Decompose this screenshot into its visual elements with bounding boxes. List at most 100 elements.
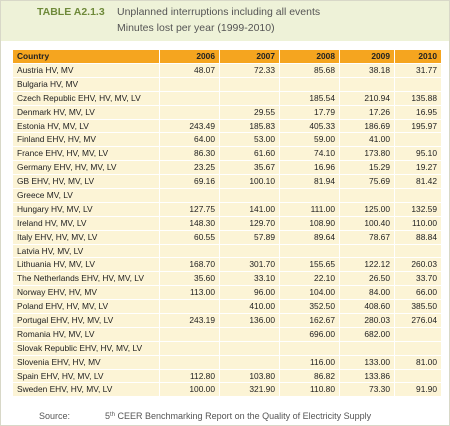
value-cell: 95.10 (394, 146, 442, 162)
country-cell: Denmark HV, MV, LV (12, 104, 160, 120)
value-cell: 85.68 (279, 63, 340, 78)
value-cell: 17.26 (339, 104, 395, 120)
value-cell: 132.59 (394, 201, 442, 217)
table-row: Bulgaria HV, MV (12, 76, 442, 92)
value-cell: 185.83 (219, 118, 280, 134)
country-cell: Greece MV, LV (12, 188, 160, 203)
value-cell: 133.86 (339, 368, 395, 384)
value-cell: 53.00 (219, 132, 280, 148)
table-row: Lithuania HV, MV, LV 168.70 301.70 155.65 12… (12, 257, 442, 273)
value-cell: 135.88 (394, 90, 442, 106)
value-cell: 127.75 (159, 201, 220, 217)
value-cell: 86.82 (279, 368, 340, 384)
table-row: Portugal EHV, HV, MV, LV 243.19 136.00 162.… (12, 313, 442, 328)
country-cell: Slovenia EHV, HV, MV (12, 354, 160, 370)
value-cell (279, 340, 340, 356)
value-cell: 103.80 (219, 368, 280, 384)
table-row: Estonia HV, MV, LV 243.49 185.83 405.33 186.… (12, 118, 442, 134)
value-cell: 23.25 (159, 160, 220, 176)
data-table: Country 2006 2007 2008 2009 2010 Austria HV, … (12, 49, 442, 398)
country-cell: Czech Republic EHV, HV, MV, LV (12, 90, 160, 106)
value-cell: 100.10 (219, 174, 280, 190)
value-cell: 81.94 (279, 174, 340, 190)
value-cell (394, 188, 442, 203)
value-cell (159, 90, 220, 106)
value-cell: 22.10 (279, 271, 340, 287)
value-cell: 31.77 (394, 63, 442, 78)
column-header: Country (12, 49, 160, 64)
value-cell: 110.80 (279, 382, 340, 398)
value-cell: 17.79 (279, 104, 340, 120)
value-cell (159, 188, 220, 203)
value-cell (279, 76, 340, 92)
value-cell: 210.94 (339, 90, 395, 106)
table-row: France EHV, HV, MV, LV 86.30 61.60 74.10 173… (12, 146, 442, 162)
value-cell: 352.50 (279, 299, 340, 315)
value-cell (159, 354, 220, 370)
table-row: Hungary HV, MV, LV 127.75 141.00 111.00 125.… (12, 201, 442, 217)
value-cell: 162.67 (279, 313, 340, 328)
value-cell: 33.70 (394, 271, 442, 287)
value-cell: 59.00 (279, 132, 340, 148)
country-cell: GB EHV, HV, MV, LV (12, 174, 160, 190)
source-title: CEER Benchmarking Report on the Quality … (115, 411, 372, 421)
value-cell: 84.00 (339, 285, 395, 301)
table-row: Norway EHV, HV, MV 113.00 96.00 104.00 84.00… (12, 285, 442, 301)
value-cell: 96.00 (219, 285, 280, 301)
table-row: Sweden EHV, HV, MV, LV 100.00 321.90 110.80… (12, 382, 442, 398)
table-row: Greece MV, LV (12, 188, 442, 203)
value-cell: 243.49 (159, 118, 220, 134)
value-cell: 74.10 (279, 146, 340, 162)
value-cell: 410.00 (219, 299, 280, 315)
value-cell: 141.00 (219, 201, 280, 217)
table-row: GB EHV, HV, MV, LV 69.16 100.10 81.94 75.69 8… (12, 174, 442, 190)
value-cell: 113.00 (159, 285, 220, 301)
value-cell (219, 354, 280, 370)
country-cell: Spain EHV, HV, MV, LV (12, 368, 160, 384)
value-cell: 48.07 (159, 63, 220, 78)
table-row: Finland EHV, HV, MV 64.00 53.00 59.00 41.00 (12, 132, 442, 148)
table-row: Slovak Republic EHV, HV, MV, LV (12, 340, 442, 356)
value-cell: 385.50 (394, 299, 442, 315)
value-cell: 129.70 (219, 215, 280, 231)
value-cell: 81.42 (394, 174, 442, 190)
table-row: Denmark HV, MV, LV 29.55 17.79 17.26 16.95 (12, 104, 442, 120)
table-row: Germany EHV, HV, MV, LV 23.25 35.67 16.96 15… (12, 160, 442, 176)
country-cell: Norway EHV, HV, MV (12, 285, 160, 301)
table-row: Austria HV, MV 48.07 72.33 85.68 38.18 31.77 (12, 63, 442, 78)
column-header: 2006 (159, 49, 220, 64)
value-cell: 122.12 (339, 257, 395, 273)
value-cell (219, 243, 280, 259)
table-row: Spain EHV, HV, MV, LV 112.80 103.80 86.82 13… (12, 368, 442, 384)
value-cell: 168.70 (159, 257, 220, 273)
value-cell (394, 243, 442, 259)
value-cell (159, 299, 220, 315)
value-cell: 321.90 (219, 382, 280, 398)
value-cell: 682.00 (339, 326, 395, 342)
value-cell: 276.04 (394, 313, 442, 328)
value-cell (339, 76, 395, 92)
subtitle: Minutes lost per year (1999-2010) (117, 22, 275, 34)
value-cell: 136.00 (219, 313, 280, 328)
value-cell (219, 326, 280, 342)
value-cell: 57.89 (219, 229, 280, 245)
value-cell (219, 188, 280, 203)
value-cell: 408.60 (339, 299, 395, 315)
value-cell: 38.18 (339, 63, 395, 78)
value-cell: 173.80 (339, 146, 395, 162)
column-header: 2007 (219, 49, 280, 64)
country-cell: Poland EHV, HV, MV, LV (12, 299, 160, 315)
value-cell: 185.54 (279, 90, 340, 106)
value-cell (159, 76, 220, 92)
value-cell: 148.30 (159, 215, 220, 231)
header: TABLE A2.1.3 Unplanned interruptions inc… (1, 1, 449, 41)
value-cell: 81.00 (394, 354, 442, 370)
value-cell: 15.29 (339, 160, 395, 176)
value-cell (219, 90, 280, 106)
value-cell: 61.60 (219, 146, 280, 162)
value-cell: 41.00 (339, 132, 395, 148)
value-cell (394, 340, 442, 356)
table-label: TABLE A2.1.3 (37, 6, 105, 18)
country-cell: Estonia HV, MV, LV (12, 118, 160, 134)
value-cell (159, 104, 220, 120)
